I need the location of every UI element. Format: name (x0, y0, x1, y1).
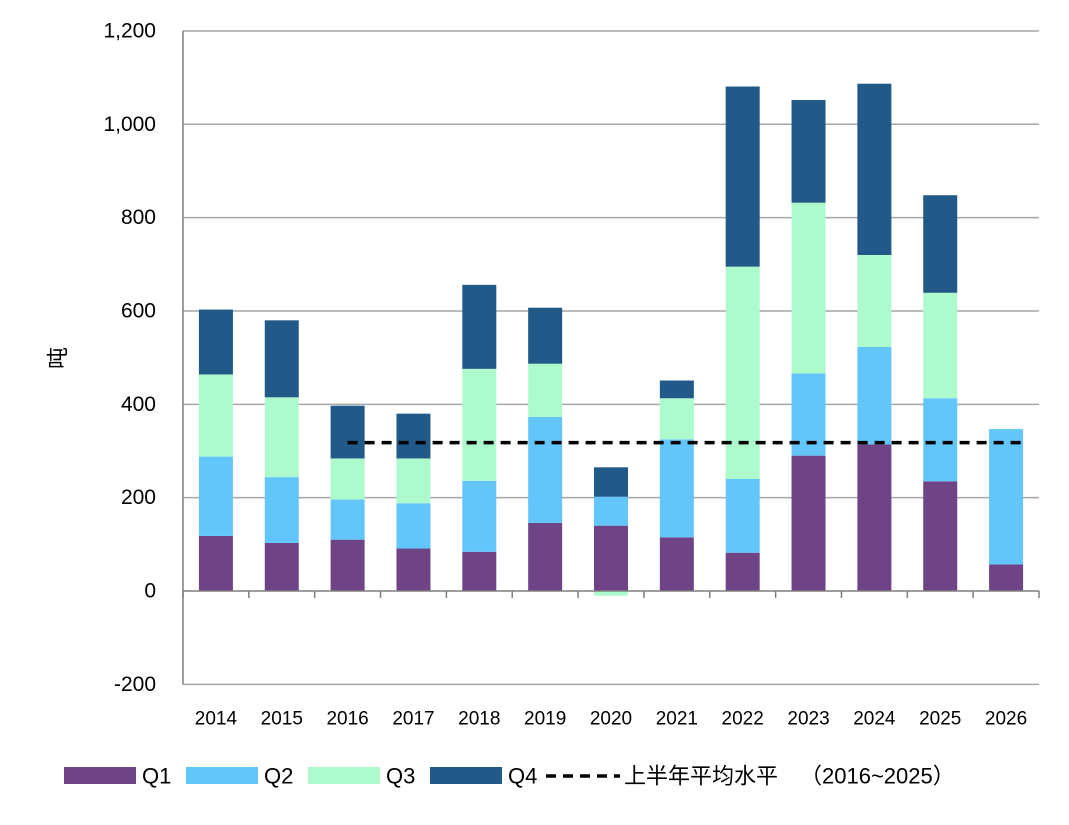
bar-segment-q2-2015 (264, 477, 299, 543)
bar-segment-q4-2019 (528, 307, 563, 364)
bar-segment-q3-2014 (198, 374, 233, 457)
bar-segment-q3-2023 (791, 202, 826, 374)
bar-segment-q1-2023 (791, 455, 826, 591)
bar-segment-q2-2019 (528, 416, 563, 523)
bar-segment-q4-2020 (594, 467, 628, 497)
y-tick-label: 400 (121, 393, 156, 416)
bar-segment-q1-2018 (462, 551, 497, 591)
x-tick-label: 2019 (524, 709, 566, 730)
bar-segment-q3-2015 (264, 397, 299, 478)
bar-segment-q2-2014 (198, 456, 233, 536)
bar-segment-q2-2025 (923, 398, 958, 482)
bar-segment-q3-2022 (725, 266, 760, 479)
bar-segment-q1-2024 (857, 444, 892, 591)
bar-segment-q3-2021 (659, 398, 694, 440)
bar-segment-q3-2020 (594, 591, 628, 596)
legend-label-q3: Q3 (386, 764, 415, 789)
bar-segment-q1-2016 (330, 539, 365, 591)
bar-segment-q2-2017 (396, 503, 431, 549)
bars (198, 83, 1024, 596)
x-tick-label: 2020 (590, 709, 632, 730)
bar-segment-q4-2021 (659, 380, 694, 399)
x-tick-label: 2014 (195, 709, 238, 730)
legend-swatch-q4 (430, 767, 502, 784)
x-tick-label: 2015 (261, 709, 303, 730)
y-tick-label: 600 (121, 299, 156, 322)
y-tick-label: 1,000 (103, 113, 156, 136)
y-tick-label: 800 (121, 206, 156, 229)
bar-segment-q1-2019 (528, 522, 563, 591)
legend-label-reference-period: （2016~2025） (800, 764, 955, 789)
bar-segment-q4-2016 (330, 405, 365, 459)
x-tick-label: 2018 (458, 709, 500, 730)
legend: Q1 Q2 Q3 Q4 上半年平均水平 （2016~2025） (64, 764, 955, 789)
bar-segment-q4-2025 (923, 195, 958, 293)
bar-segment-q4-2022 (725, 86, 760, 267)
axes: -200 0 200 400 600 800 1,000 1,200 2014 2015 2016 2… (103, 19, 1040, 730)
bar-segment-q1-2025 (923, 481, 958, 591)
bar-segment-q2-2016 (330, 499, 365, 540)
legend-swatch-q2 (186, 767, 258, 784)
legend-label-q2: Q2 (264, 764, 293, 789)
bar-segment-q1-2014 (198, 535, 233, 591)
bar-segment-q1-2015 (264, 542, 299, 591)
bar-segment-q1-2022 (725, 552, 760, 591)
bar-segment-q3-2018 (462, 368, 497, 481)
x-tick-label: 2022 (722, 709, 764, 730)
y-tick-label: 1,200 (103, 19, 156, 42)
bar-segment-q1-2017 (396, 548, 431, 591)
bar-segment-q4-2018 (462, 284, 497, 369)
gridlines (183, 30, 1039, 686)
x-tick-label: 2021 (656, 709, 698, 730)
bar-segment-q2-2022 (725, 478, 760, 553)
x-tick-label: 2023 (787, 709, 829, 730)
legend-label-reference: 上半年平均水平 (624, 764, 778, 789)
bar-segment-q3-2019 (528, 363, 563, 417)
x-tick-label: 2024 (853, 709, 896, 730)
bar-segment-q1-2020 (594, 525, 628, 591)
bar-segment-q3-2017 (396, 458, 431, 504)
bar-segment-q1-2021 (659, 537, 694, 591)
bar-segment-q2-2024 (857, 346, 892, 445)
bar-segment-q2-2018 (462, 480, 497, 552)
bar-segment-q4-2015 (264, 320, 299, 398)
bar-segment-q1-2026 (989, 564, 1024, 591)
legend-label-q4: Q4 (508, 764, 537, 789)
bar-segment-q3-2024 (857, 254, 892, 347)
bar-segment-q4-2014 (198, 309, 233, 375)
bar-segment-q2-2020 (594, 496, 628, 526)
x-tick-label: 2017 (392, 709, 434, 730)
y-tick-label: 200 (121, 486, 156, 509)
legend-swatch-q1 (64, 767, 136, 784)
y-tick-label: 0 (144, 580, 156, 603)
y-axis-label: 吨 (46, 347, 71, 369)
x-tick-label: 2025 (919, 709, 961, 730)
bar-segment-q4-2023 (791, 100, 826, 203)
legend-label-q1: Q1 (142, 764, 171, 789)
bar-segment-q2-2021 (659, 439, 694, 538)
bar-segment-q4-2024 (857, 83, 892, 255)
x-tick-label: 2016 (326, 709, 368, 730)
bar-segment-q2-2026 (989, 429, 1024, 565)
legend-swatch-q3 (308, 767, 380, 784)
y-tick-label: -200 (114, 673, 156, 696)
bar-segment-q3-2016 (330, 458, 365, 500)
bar-segment-q3-2025 (923, 292, 958, 399)
x-tick-label: 2026 (985, 709, 1027, 730)
bar-segment-q4-2017 (396, 413, 431, 459)
